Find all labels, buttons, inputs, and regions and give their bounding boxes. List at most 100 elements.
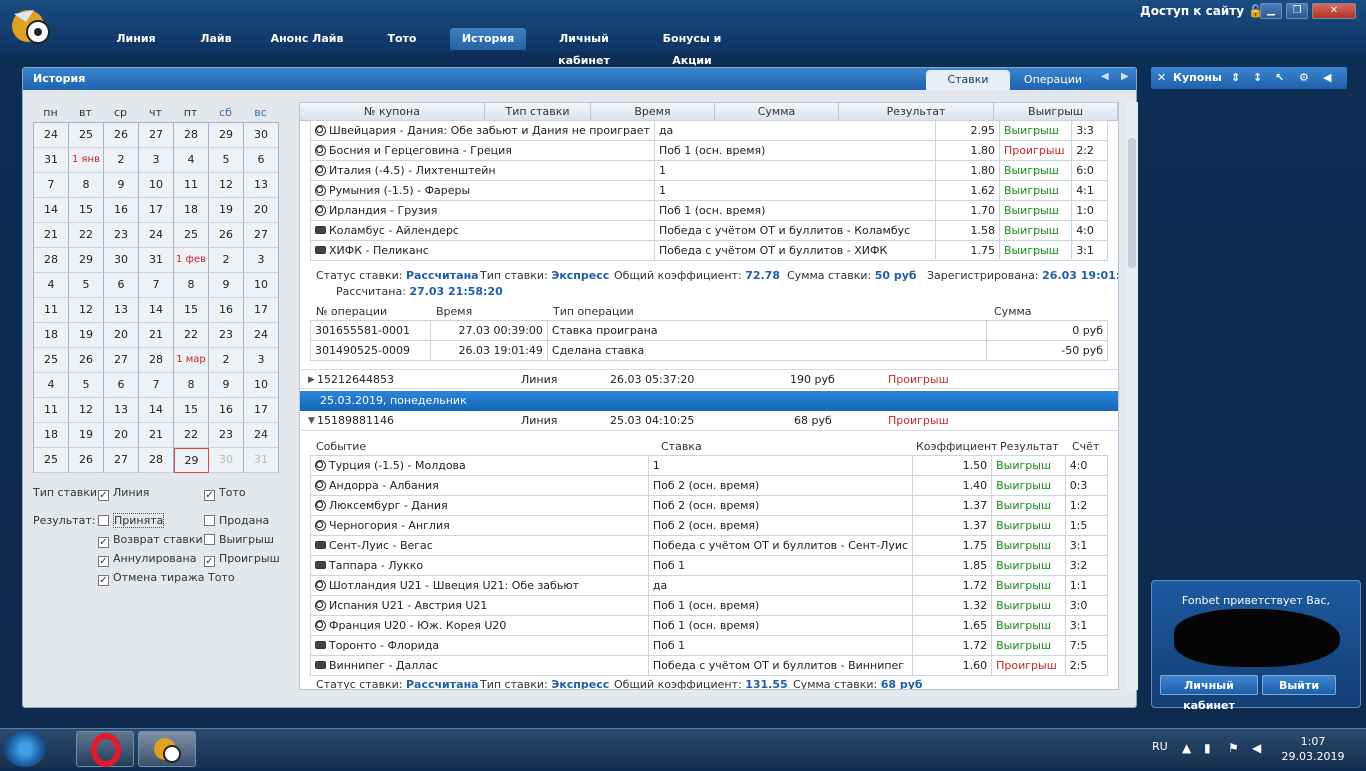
checkbox-checked-icon[interactable]: ✓ [204, 556, 215, 567]
calendar-day[interactable]: 9 [209, 273, 244, 298]
calendar-day[interactable]: 5 [69, 273, 104, 298]
calendar-day[interactable]: 19 [69, 423, 104, 448]
calendar-day[interactable]: 22 [174, 423, 209, 448]
expand-vertical-icon[interactable]: ↕ [1253, 71, 1263, 84]
calendar-day[interactable]: 26 [104, 123, 139, 148]
calendar-day[interactable]: 2 [209, 248, 244, 273]
calendar-day[interactable]: 14 [139, 298, 174, 323]
windows-start-icon[interactable] [4, 731, 46, 767]
calendar-day[interactable]: 30 [209, 448, 244, 473]
calendar-day[interactable]: 17 [244, 398, 279, 423]
clock[interactable]: 1:07 29.03.2019 [1280, 734, 1346, 764]
back-arrow-icon[interactable]: ◀ [1323, 71, 1332, 84]
checkbox-checked-icon[interactable]: ✓ [98, 490, 109, 501]
calendar-day[interactable]: 28 [174, 123, 209, 148]
calendar-day[interactable]: 27 [244, 223, 279, 248]
calendar-day[interactable]: 9 [209, 373, 244, 398]
calendar-day[interactable]: 21 [139, 323, 174, 348]
calendar-day[interactable]: 30 [104, 248, 139, 273]
calendar-day[interactable]: 23 [104, 223, 139, 248]
col-sum[interactable]: Сумма [715, 103, 839, 120]
checkbox-icon[interactable] [204, 515, 215, 526]
calendar-day[interactable]: 6 [244, 148, 279, 173]
calendar-day[interactable]: 9 [104, 173, 139, 198]
calendar-day[interactable]: 1 мар [174, 348, 209, 373]
calendar-day[interactable]: 26 [69, 348, 104, 373]
calendar-day[interactable]: 4 [34, 273, 69, 298]
site-access-link[interactable]: Доступ к сайту 🔓 [1140, 4, 1263, 18]
calendar-day[interactable]: 26 [209, 223, 244, 248]
calendar-day[interactable]: 8 [174, 373, 209, 398]
calendar-day[interactable]: 5 [69, 373, 104, 398]
col-bet-type[interactable]: Тип ставки [485, 103, 591, 120]
checkbox-checked-icon[interactable]: ✓ [98, 575, 109, 586]
filter-sold[interactable]: Продана [204, 514, 269, 527]
opera-taskbar-button[interactable] [76, 731, 134, 767]
calendar-day[interactable]: 15 [69, 198, 104, 223]
calendar-day[interactable]: 12 [69, 398, 104, 423]
nav-line[interactable]: Линия [116, 32, 156, 45]
calendar-day[interactable]: 15 [174, 298, 209, 323]
calendar-day[interactable]: 4 [174, 148, 209, 173]
calendar-day[interactable]: 6 [104, 373, 139, 398]
calendar-day[interactable]: 23 [209, 323, 244, 348]
calendar-day[interactable]: 10 [139, 173, 174, 198]
tray-arrow-icon[interactable]: ▲ [1182, 741, 1192, 755]
filter-lost[interactable]: ✓ Проигрыш [204, 552, 280, 567]
filter-cancelled[interactable]: ✓ Аннулирована [98, 552, 196, 567]
calendar-day[interactable]: 14 [34, 198, 69, 223]
close-button[interactable]: ✕ [1312, 3, 1356, 19]
language-indicator[interactable]: RU [1152, 740, 1168, 753]
nav-live-announce[interactable]: Анонс Лайв [270, 32, 344, 45]
calendar-day[interactable]: 1 янв [69, 148, 104, 173]
calendar-day[interactable]: 18 [34, 323, 69, 348]
checkbox-checked-icon[interactable]: ✓ [98, 537, 109, 548]
expand-icon[interactable]: ▶ [308, 375, 315, 385]
nav-toto[interactable]: Тото [387, 32, 417, 45]
calendar-day[interactable]: 6 [104, 273, 139, 298]
calendar-day[interactable]: 25 [174, 223, 209, 248]
calendar-day[interactable]: 28 [139, 448, 174, 473]
sort-icon[interactable]: ⇕ [1231, 71, 1241, 84]
calendar-day[interactable]: 18 [34, 423, 69, 448]
arrange-icon[interactable]: ↖ [1275, 71, 1285, 84]
calendar-day[interactable]: 22 [69, 223, 104, 248]
fonbet-taskbar-button[interactable] [138, 731, 196, 767]
calendar-day[interactable]: 16 [209, 298, 244, 323]
calendar-day[interactable]: 23 [209, 423, 244, 448]
calendar-day[interactable]: 1 фев [174, 248, 209, 273]
calendar-day[interactable]: 5 [209, 148, 244, 173]
close-coupons-icon[interactable]: ✕ [1157, 71, 1167, 84]
calendar-day[interactable]: 24 [139, 223, 174, 248]
calendar-day[interactable]: 24 [244, 323, 279, 348]
collapse-icon[interactable]: ▼ [308, 416, 315, 426]
calendar-day[interactable]: 24 [34, 123, 69, 148]
calendar-day[interactable]: 21 [139, 423, 174, 448]
col-coupon[interactable]: № купона [300, 103, 485, 120]
nav-live[interactable]: Лайв [200, 32, 232, 45]
bet-row[interactable]: ▼ 15189881146 Линия 25.03 04:10:25 68 ру… [300, 411, 1118, 431]
calendar-day[interactable]: 30 [244, 123, 279, 148]
calendar-day[interactable]: 31 [34, 148, 69, 173]
calendar-day[interactable]: 29 [209, 123, 244, 148]
calendar-day[interactable]: 18 [174, 198, 209, 223]
nav-cabinet[interactable]: Личный кабинет [558, 32, 610, 67]
calendar-day[interactable]: 20 [104, 423, 139, 448]
calendar-day[interactable]: 12 [69, 298, 104, 323]
calendar-day[interactable]: 17 [139, 198, 174, 223]
minimize-button[interactable]: ▁ [1260, 3, 1282, 19]
calendar-day[interactable]: 19 [209, 198, 244, 223]
checkbox-checked-icon[interactable]: ✓ [98, 556, 109, 567]
filter-line[interactable]: ✓ Линия [98, 486, 149, 501]
calendar-day[interactable]: 26 [69, 448, 104, 473]
calendar-day[interactable]: 2 [209, 348, 244, 373]
cabinet-button[interactable]: Личный кабинет [1160, 675, 1258, 712]
calendar-day[interactable]: 17 [244, 298, 279, 323]
calendar-day[interactable]: 15 [174, 398, 209, 423]
col-time[interactable]: Время [591, 103, 715, 120]
calendar-day[interactable]: 12 [209, 173, 244, 198]
calendar-day[interactable]: 13 [244, 173, 279, 198]
calendar-day[interactable]: 10 [244, 273, 279, 298]
nav-history[interactable]: История [450, 28, 526, 50]
calendar-day[interactable]: 25 [34, 448, 69, 473]
